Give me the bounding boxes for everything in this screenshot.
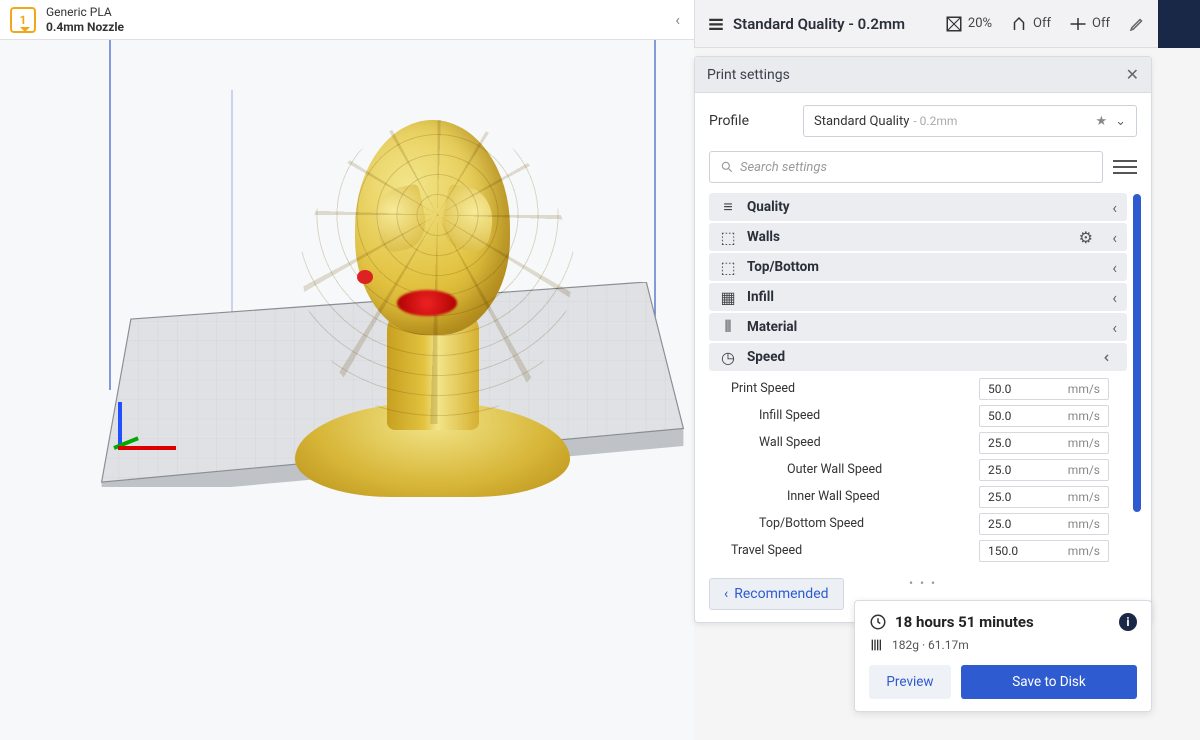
axis-x: [118, 446, 176, 450]
profile-value: Standard Quality: [814, 114, 909, 129]
param-input[interactable]: 25.0mm/s: [979, 486, 1109, 508]
param-row: Travel Speed 150.0mm/s: [723, 537, 1109, 564]
search-input[interactable]: Search settings: [709, 151, 1103, 183]
param-row: Top/Bottom Speed 25.0mm/s: [723, 510, 1109, 537]
category-list: ≡ Quality ‹ ⬚ Walls ⚙ ‹ ⬚ Top/Bottom ‹ ▦ Infill ‹ ⦀ Ma…: [709, 193, 1127, 568]
material-usage: 182g · 61.17m: [892, 638, 969, 652]
category-label: Infill: [747, 289, 774, 305]
category-icon: ⬚: [719, 228, 737, 247]
profile-sub: - 0.2mm: [913, 114, 957, 128]
viewport-3d[interactable]: [0, 40, 694, 740]
category-quality[interactable]: ≡ Quality ‹: [709, 193, 1127, 221]
category-speed[interactable]: ◷ Speed ⌄: [709, 343, 1127, 371]
category-icon: ▦: [719, 288, 737, 307]
param-input[interactable]: 50.0mm/s: [979, 405, 1109, 427]
summary-support: Off: [1010, 15, 1051, 33]
adhesion-icon: [1069, 15, 1087, 33]
param-row: Inner Wall Speed 25.0mm/s: [723, 483, 1109, 510]
search-icon: [720, 160, 734, 174]
category-label: Walls: [747, 229, 780, 245]
category-icon: ◷: [719, 348, 737, 367]
settings-summary-bar[interactable]: Standard Quality - 0.2mm 20% Off Off: [694, 0, 1158, 48]
speed-params: Print Speed50.0mm/sInfill Speed50.0mm/sW…: [709, 373, 1127, 568]
param-label: Wall Speed: [759, 435, 821, 450]
chevron-icon: ‹: [1103, 258, 1117, 277]
print-settings-panel: Print settings ✕ Profile Standard Qualit…: [694, 56, 1152, 623]
panel-title: Print settings: [707, 67, 790, 83]
category-icon: ≡: [719, 197, 737, 217]
panel-resize-handle[interactable]: • • •: [694, 576, 1152, 588]
param-label: Print Speed: [731, 381, 795, 396]
category-topbottom[interactable]: ⬚ Top/Bottom ‹: [709, 253, 1127, 281]
profile-icon: [707, 15, 725, 33]
support-icon: [1010, 15, 1028, 33]
pencil-icon[interactable]: [1128, 15, 1146, 33]
param-label: Travel Speed: [731, 543, 802, 558]
summary-infill: 20%: [945, 15, 992, 33]
chevron-icon: ‹: [1103, 198, 1117, 217]
axis-gizmo: [110, 380, 180, 450]
param-row: Wall Speed 25.0mm/s: [723, 429, 1109, 456]
category-label: Quality: [747, 199, 790, 215]
material-collapse-icon[interactable]: ‹: [671, 6, 684, 33]
category-infill[interactable]: ▦ Infill ‹: [709, 283, 1127, 311]
material-name: Generic PLA: [46, 5, 124, 19]
chevron-left-icon: ‹: [724, 586, 728, 602]
param-input[interactable]: 50.0mm/s: [979, 378, 1109, 400]
material-badge[interactable]: 1: [10, 7, 36, 33]
recommended-label: Recommended: [734, 586, 828, 602]
param-label: Inner Wall Speed: [787, 489, 880, 504]
param-input[interactable]: 25.0mm/s: [979, 513, 1109, 535]
star-icon[interactable]: ★: [1095, 114, 1107, 129]
param-label: Outer Wall Speed: [787, 462, 882, 477]
param-row: Print Speed 50.0mm/s: [723, 375, 1109, 402]
material-text[interactable]: Generic PLA 0.4mm Nozzle: [46, 5, 124, 34]
chevron-down-icon[interactable]: ⌄: [1115, 114, 1126, 129]
param-input[interactable]: 25.0mm/s: [979, 459, 1109, 481]
category-walls[interactable]: ⬚ Walls ⚙ ‹: [709, 223, 1127, 251]
search-placeholder: Search settings: [740, 160, 827, 175]
param-label: Infill Speed: [759, 408, 820, 423]
infill-icon: [945, 15, 963, 33]
info-icon[interactable]: i: [1119, 613, 1137, 631]
profile-select[interactable]: Standard Quality - 0.2mm ★ ⌄: [803, 105, 1137, 137]
filament-icon: [869, 637, 885, 653]
param-input[interactable]: 150.0mm/s: [979, 540, 1109, 562]
chevron-icon: ⌄: [1101, 350, 1120, 364]
material-bar: 1 Generic PLA 0.4mm Nozzle ‹: [0, 0, 694, 40]
profile-label: Profile: [709, 113, 789, 129]
right-column: Standard Quality - 0.2mm 20% Off Off Pri…: [694, 0, 1200, 740]
nozzle-size: 0.4mm Nozzle: [46, 20, 124, 34]
param-row: Infill Speed 50.0mm/s: [723, 402, 1109, 429]
print-time: 18 hours 51 minutes: [895, 613, 1034, 631]
chevron-icon: ‹: [1103, 228, 1117, 247]
category-label: Material: [747, 319, 797, 335]
category-icon: ⦀: [719, 317, 737, 337]
preview-button[interactable]: Preview: [869, 665, 951, 699]
model-preview[interactable]: [295, 120, 580, 500]
marketplace-strip[interactable]: [1158, 0, 1200, 48]
category-label: Top/Bottom: [747, 259, 819, 275]
chevron-icon: ‹: [1103, 318, 1117, 337]
summary-profile-title: Standard Quality - 0.2mm: [733, 15, 905, 33]
category-label: Speed: [747, 349, 785, 365]
param-label: Top/Bottom Speed: [759, 516, 864, 531]
gear-icon[interactable]: ⚙: [1079, 228, 1093, 247]
summary-adhesion: Off: [1069, 15, 1110, 33]
save-to-disk-button[interactable]: Save to Disk: [961, 665, 1137, 699]
clock-icon: [869, 613, 887, 631]
settings-visibility-icon[interactable]: [1113, 160, 1137, 174]
chevron-icon: ‹: [1103, 288, 1117, 307]
scrollbar[interactable]: [1133, 194, 1141, 512]
param-row: Outer Wall Speed 25.0mm/s: [723, 456, 1109, 483]
close-icon[interactable]: ✕: [1126, 65, 1139, 84]
category-icon: ⬚: [719, 258, 737, 277]
param-input[interactable]: 25.0mm/s: [979, 432, 1109, 454]
slice-result-panel: 18 hours 51 minutes i 182g · 61.17m Prev…: [854, 600, 1152, 712]
category-material[interactable]: ⦀ Material ‹: [709, 313, 1127, 341]
